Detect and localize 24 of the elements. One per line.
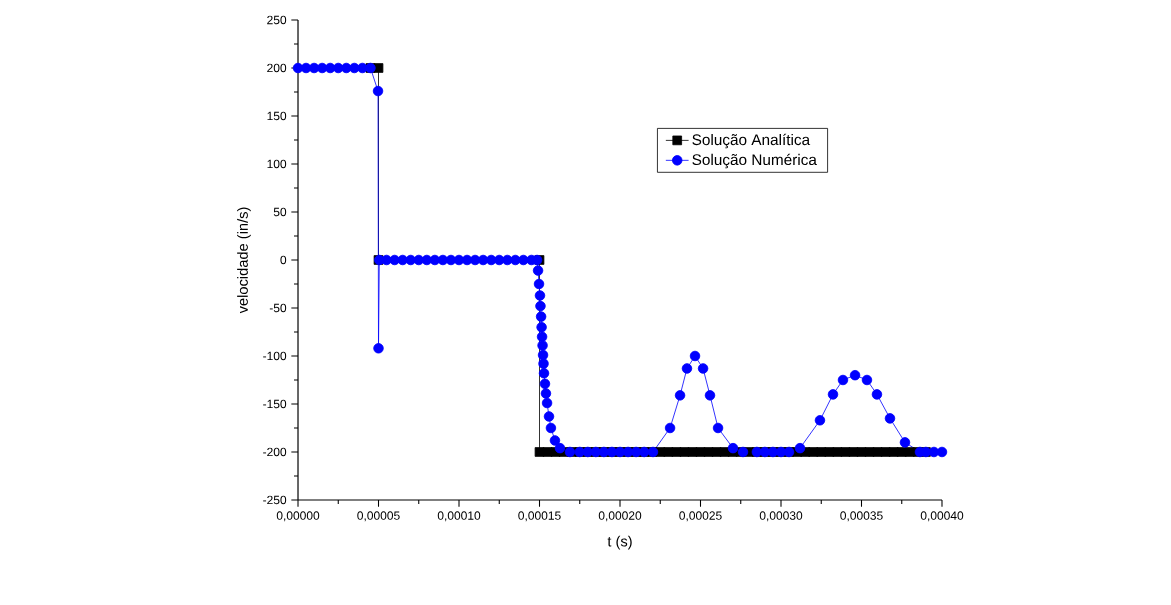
- y-tick-label: -50: [269, 303, 287, 313]
- x-tick-label: 0,00000: [276, 511, 320, 522]
- x-tick-label: 0,00005: [357, 511, 400, 522]
- x-tick-label: 0,00010: [437, 511, 481, 522]
- y-tick-label: -100: [263, 351, 287, 361]
- y-tick-label: 150: [267, 111, 287, 121]
- y-tick-label: 250: [267, 15, 287, 25]
- y-axis-title: velocidade (in/s): [237, 207, 251, 314]
- x-tick-label: 0,00020: [598, 511, 642, 522]
- x-axis-title: t (s): [607, 535, 632, 550]
- y-tick-label: 50: [273, 207, 287, 217]
- y-tick-label: -250: [263, 495, 287, 505]
- x-tick-label: 0,00025: [679, 511, 722, 522]
- x-tick-label: 0,00015: [518, 511, 561, 522]
- y-tick-label: -200: [263, 447, 287, 457]
- legend-label: Solução Analítica: [692, 133, 811, 149]
- y-tick-label: 100: [267, 159, 287, 169]
- legend-label: Solução Numérica: [692, 153, 817, 169]
- x-tick-label: 0,00035: [840, 511, 883, 522]
- y-tick-label: -150: [263, 399, 287, 409]
- y-tick-label: 0: [280, 255, 287, 265]
- y-tick-label: 200: [267, 63, 287, 73]
- x-tick-label: 0,00040: [920, 511, 964, 522]
- x-tick-label: 0,00030: [759, 511, 803, 522]
